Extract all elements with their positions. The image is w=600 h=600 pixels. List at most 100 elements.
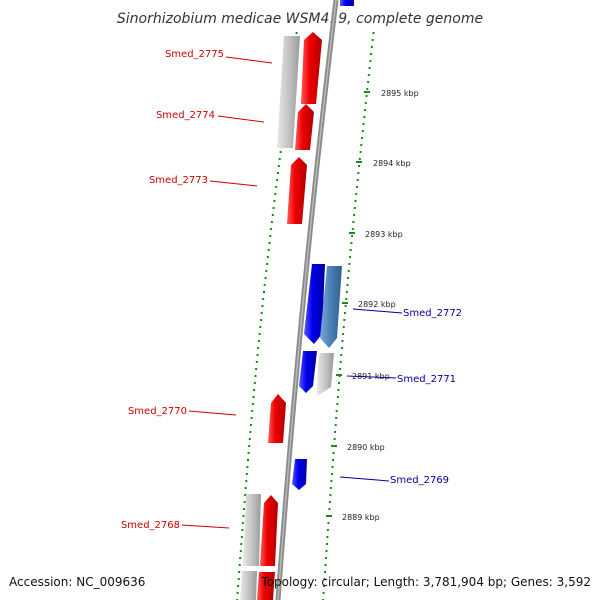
track-dot	[322, 592, 325, 594]
track-dot	[277, 165, 280, 167]
track-dot	[347, 270, 350, 272]
track-dot	[326, 543, 328, 545]
track-dot	[244, 487, 247, 489]
track-dot	[340, 354, 343, 356]
tick-2892: 2892 kbp	[342, 300, 396, 309]
topology-text: Topology: circular; Length: 3,781,904 bp…	[260, 575, 591, 589]
rna-feature-smed-2772[interactable]	[320, 266, 342, 348]
track-dot	[340, 347, 343, 349]
gene-label-text: Smed_2770	[128, 406, 187, 417]
track-dot	[358, 158, 361, 160]
gene-arrow-smed-2774[interactable]	[295, 104, 314, 150]
tick-2894: 2894 kbp	[356, 159, 411, 168]
track-dot	[278, 158, 281, 160]
tick-2895: 2895 kbp	[364, 89, 419, 98]
label-smed-2771[interactable]: Smed_2771	[346, 374, 456, 385]
gray-feature-upper[interactable]	[277, 36, 300, 148]
track-dot	[267, 249, 270, 251]
track-dot	[252, 396, 255, 398]
track-dot	[248, 438, 251, 440]
gene-arrow-smed-2769[interactable]	[292, 459, 307, 490]
track-dot	[361, 137, 363, 139]
track-dot	[342, 326, 345, 328]
track-dot	[240, 543, 243, 545]
gene-arrow-smed-2770[interactable]	[268, 394, 286, 443]
track-dot	[240, 536, 243, 538]
label-smed-2775[interactable]: Smed_2775	[165, 49, 273, 64]
track-dot	[272, 207, 275, 209]
track-dot	[255, 361, 258, 363]
track-dot	[326, 536, 329, 538]
track-dot	[268, 242, 271, 244]
track-dot	[341, 340, 344, 342]
track-dot	[371, 39, 374, 41]
track-dot	[356, 186, 358, 188]
gene-arrow-smed-2772[interactable]	[304, 264, 325, 344]
track-dot	[335, 410, 338, 412]
gene-arrow-smed-2768[interactable]	[260, 495, 278, 566]
track-dot	[347, 277, 350, 279]
label-smed-2773[interactable]: Smed_2773	[149, 175, 258, 187]
track-dot	[260, 312, 263, 314]
track-dot	[368, 67, 371, 69]
gray-feature-bottom[interactable]	[240, 571, 257, 600]
track-dot	[253, 382, 256, 384]
gene-arrow-smed-2775[interactable]	[301, 32, 322, 104]
tick-label-2894: 2894 kbp	[373, 159, 411, 168]
track-dot	[244, 494, 247, 496]
label-smed-2769[interactable]: Smed_2769	[339, 475, 449, 486]
track-dot	[332, 452, 335, 454]
track-dot	[266, 256, 269, 258]
track-dot	[330, 480, 333, 482]
track-dot	[336, 403, 339, 405]
track-dot	[354, 200, 357, 202]
track-dot	[256, 354, 259, 356]
track-dot	[246, 466, 249, 468]
tick-label-2890: 2890 kbp	[347, 443, 385, 452]
track-dot	[277, 172, 279, 174]
track-dot	[275, 186, 278, 188]
track-dot	[327, 522, 330, 524]
track-dot	[364, 109, 366, 111]
track-dot	[367, 74, 370, 76]
track-dot	[324, 564, 327, 566]
track-dot	[258, 333, 261, 335]
gray-feature-lower[interactable]	[243, 494, 261, 566]
track-dot	[263, 284, 266, 286]
track-dot	[238, 564, 241, 566]
label-smed-2768[interactable]: Smed_2768	[121, 520, 230, 531]
gene-top-fragment[interactable]	[340, 0, 354, 6]
track-dot	[241, 522, 244, 524]
track-dot	[257, 347, 260, 349]
track-dot	[364, 102, 367, 104]
track-dot	[250, 424, 252, 426]
tick-2893: 2893 kbp	[349, 230, 403, 239]
track-dot	[337, 389, 340, 391]
label-smed-2774[interactable]: Smed_2774	[156, 110, 265, 123]
track-dot	[350, 242, 353, 244]
track-dot	[257, 340, 260, 342]
track-dot	[251, 410, 254, 412]
track-dot	[353, 214, 356, 216]
gene-arrow-smed-2773[interactable]	[287, 157, 307, 224]
track-dot	[243, 508, 245, 510]
label-smed-2772[interactable]: Smed_2772	[352, 308, 462, 319]
gene-label-text: Smed_2772	[403, 308, 462, 319]
track-dot	[238, 571, 241, 573]
track-dot	[359, 151, 362, 153]
tick-label-2895: 2895 kbp	[381, 89, 419, 98]
track-dot	[333, 438, 336, 440]
gray-feature-2771[interactable]	[317, 353, 334, 396]
tick-label-2893: 2893 kbp	[365, 230, 403, 239]
track-dot	[349, 256, 352, 258]
label-smed-2770[interactable]: Smed_2770	[128, 406, 237, 417]
track-dot	[325, 557, 327, 559]
gene-arrow-smed-2771[interactable]	[299, 351, 317, 393]
gene-arrow-bottom-red[interactable]	[257, 572, 275, 600]
track-dot	[352, 221, 355, 223]
track-dot	[251, 403, 254, 405]
track-dot	[343, 312, 346, 314]
track-dot	[342, 333, 345, 335]
track-dot	[259, 326, 262, 328]
